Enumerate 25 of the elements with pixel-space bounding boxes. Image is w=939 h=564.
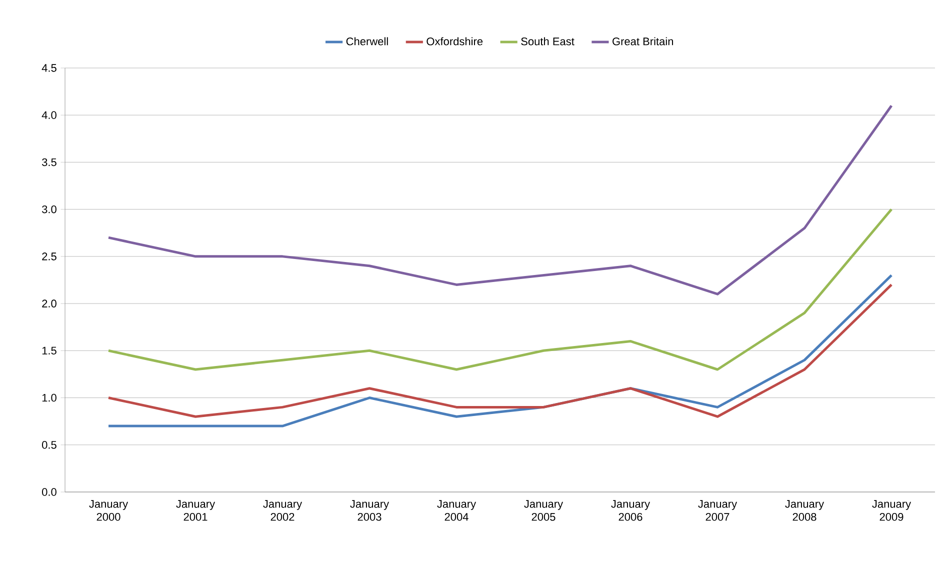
x-tick-label: January 2009: [872, 500, 912, 521]
x-tick-label: January 2007: [698, 500, 738, 521]
x-tick-label: January 2004: [437, 500, 476, 521]
y-tick-label: 1.0: [42, 394, 56, 402]
y-tick-label: 0.5: [42, 440, 56, 449]
y-tick-label: 4.5: [42, 64, 56, 72]
x-tick-label: January 2001: [176, 500, 216, 521]
y-tick-label: 3.0: [42, 205, 56, 214]
legend-label: South East: [521, 37, 574, 46]
x-tick-label: January 2002: [263, 500, 302, 521]
y-tick-label: 3.5: [42, 158, 56, 166]
legend-label: Cherwell: [346, 37, 388, 46]
y-tick-label: 0.0: [42, 488, 56, 496]
legend-label: Great Britain: [612, 37, 674, 46]
y-tick-label: 2.0: [42, 300, 56, 308]
x-tick-label: January 2003: [350, 500, 390, 521]
y-tick-label: 1.5: [42, 346, 56, 354]
y-tick-label: 4.0: [42, 111, 56, 119]
x-tick-label: January 2000: [89, 500, 128, 521]
x-tick-label: January 2008: [785, 500, 824, 521]
legend-label: Oxfordshire: [426, 37, 483, 46]
y-tick-label: 2.5: [42, 252, 56, 260]
x-tick-label: January 2006: [611, 500, 650, 521]
line-series: [107, 208, 893, 371]
x-tick-label: January 2005: [524, 500, 564, 521]
